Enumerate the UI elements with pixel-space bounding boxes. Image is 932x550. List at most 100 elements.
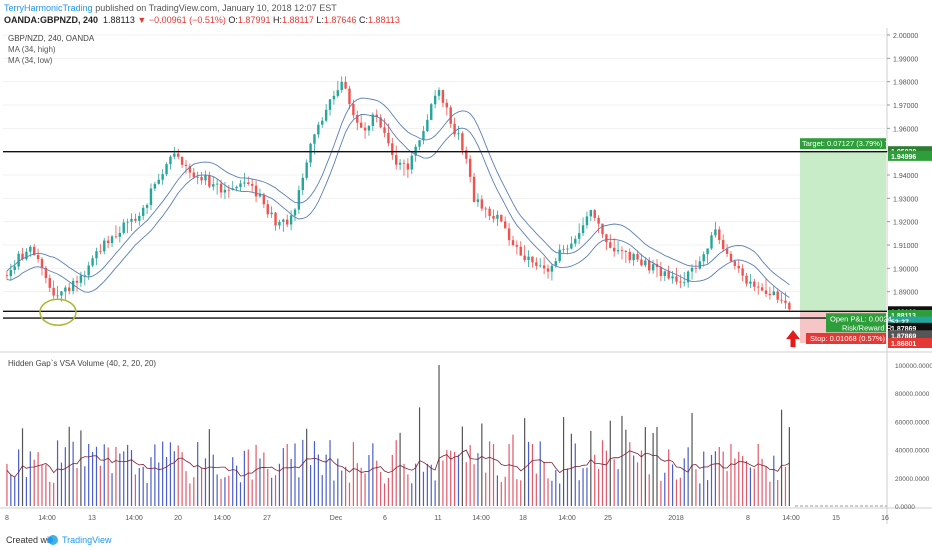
volume-bar: [138, 468, 140, 506]
candle-body: [398, 162, 402, 165]
volume-bar: [49, 481, 51, 506]
volume-bar: [699, 483, 701, 506]
candle-body: [496, 214, 499, 219]
high-label: H:: [272, 15, 282, 25]
candle-body: [297, 190, 301, 210]
candle-body: [348, 88, 351, 105]
volume-bar: [531, 444, 534, 506]
candle-body: [196, 176, 199, 178]
candle-body: [282, 219, 285, 222]
volume-bar: [598, 468, 600, 506]
volume-bar: [263, 452, 265, 506]
candle-body: [83, 275, 87, 277]
volume-bar: [617, 469, 619, 506]
volume-bar: [769, 481, 771, 506]
volume-bar: [372, 443, 374, 506]
candle-body: [441, 90, 445, 103]
volume-bar: [294, 443, 296, 506]
volume-bar: [559, 483, 561, 506]
candle-body: [402, 162, 406, 164]
candle-body: [145, 205, 149, 208]
candle-body: [118, 232, 122, 237]
chart-header: TerryHarmonicTrading published on Tradin…: [0, 0, 932, 28]
low-value: 1.87646: [323, 15, 357, 25]
candle-body: [523, 255, 526, 260]
volume-bar: [99, 465, 101, 506]
volume-bar: [442, 460, 444, 506]
volume-bar: [134, 474, 137, 506]
volume-bar: [605, 450, 608, 506]
volume-bar: [481, 423, 483, 506]
volume-bar: [450, 450, 452, 506]
price-label-text-last_price: 1.88113: [891, 313, 916, 320]
volume-bar: [660, 480, 662, 506]
candle-body: [157, 179, 160, 184]
candle-body: [585, 216, 589, 226]
candle-body: [138, 215, 141, 221]
volume-bar: [473, 464, 475, 506]
price-tick-label: 1.98000: [893, 80, 918, 87]
time-axis[interactable]: 8 14:00 13 14:00 20 14:00 27 Dec 6 11 14:00 18 14:00…: [5, 515, 889, 522]
volume-bar: [21, 428, 24, 506]
low-label: L:: [316, 15, 324, 25]
candle-body: [406, 163, 410, 170]
candle-body: [289, 215, 293, 225]
volume-tick-label: 40000.0000: [895, 448, 930, 455]
candle-body: [772, 291, 775, 296]
volume-bar: [53, 482, 55, 506]
candle-body: [519, 246, 522, 256]
volume-axis[interactable]: 100000.0000 80000.0000 60000.0000 40000.000…: [895, 363, 932, 511]
volume-bar: [516, 479, 518, 506]
candle-body: [122, 222, 125, 233]
time-tick-label: 14:00: [782, 515, 800, 522]
candle-body: [375, 114, 378, 118]
footer: Created with TradingView: [0, 530, 932, 550]
candle-body: [714, 229, 717, 236]
candle-body: [764, 290, 768, 294]
candle-body: [44, 267, 48, 279]
price-label-last_price: [888, 310, 932, 320]
candle-body: [235, 186, 238, 189]
tradingview-brand[interactable]: TradingView: [62, 535, 112, 545]
candle-body: [757, 286, 760, 288]
candle-body: [91, 258, 94, 266]
volume-bar: [84, 466, 86, 506]
target-zone-box[interactable]: [800, 151, 886, 312]
highlight-circle[interactable]: [39, 298, 77, 326]
candle-body: [433, 95, 437, 105]
volume-bar: [348, 482, 351, 506]
candle-body: [262, 194, 266, 205]
volume-bar: [204, 458, 207, 506]
volume-bar: [453, 451, 456, 506]
symbol-label: OANDA:GBPNZD, 240: [4, 15, 99, 25]
candle-body: [589, 210, 593, 217]
candle-body: [180, 156, 184, 165]
author-link[interactable]: TerryHarmonicTrading: [4, 3, 93, 13]
volume-bar: [267, 468, 269, 506]
volume-bar: [500, 482, 502, 506]
volume-bar: [197, 441, 199, 506]
volume-bar: [461, 426, 463, 506]
price-label-stop_level2: [888, 330, 932, 341]
candle-body: [484, 208, 487, 210]
volume-bar: [574, 443, 576, 506]
price-axis[interactable]: 2.000001.990001.980001.970001.960001.950…: [887, 33, 932, 348]
candle-body: [21, 253, 24, 260]
candle-body: [13, 266, 16, 271]
volume-bar: [224, 477, 226, 506]
price-label-text-stop_level: 1.87869: [891, 326, 916, 333]
price-tick-label: 1.94000: [893, 173, 918, 180]
candle-body: [468, 158, 472, 177]
volume-bar: [45, 464, 47, 506]
time-tick-label: 13: [88, 515, 96, 522]
candle-body: [690, 267, 694, 272]
time-tick-label: 20: [174, 515, 182, 522]
volume-bar: [181, 452, 183, 506]
price-tick-label: 1.90000: [893, 266, 918, 273]
candle-body: [620, 250, 624, 251]
volume-bar: [236, 465, 238, 506]
volume-bar: [418, 407, 421, 506]
chart-area[interactable]: 2.000001.990001.980001.970001.960001.950…: [0, 28, 932, 530]
horizontal-levels[interactable]: [3, 150, 887, 348]
time-tick-label: 15: [832, 515, 840, 522]
